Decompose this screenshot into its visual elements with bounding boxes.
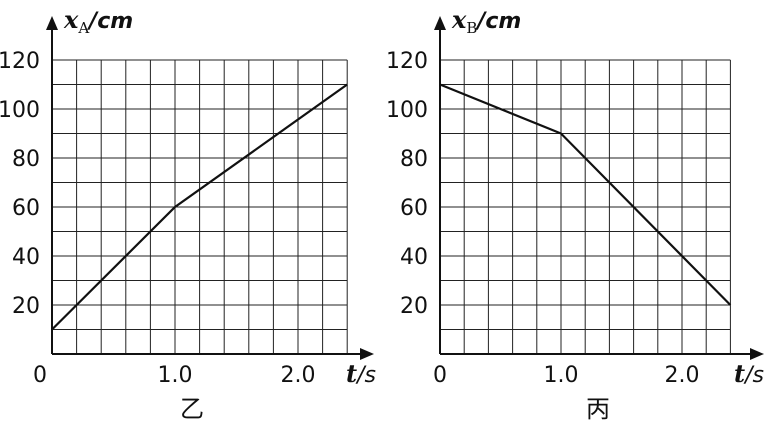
y-tick-label: 100	[386, 98, 428, 123]
axes	[434, 16, 764, 360]
y-tick-label: 20	[12, 294, 40, 319]
x-tick-label: 2.0	[281, 363, 316, 388]
y-tick-label: 80	[12, 147, 40, 172]
y-tick-label: 60	[12, 196, 40, 221]
y-axis-label: xB/cm	[451, 5, 521, 37]
x-tick-labels: 1.0 2.0	[158, 363, 316, 388]
x-axis-label: t/s	[346, 359, 376, 388]
y-axis-label: xA/cm	[63, 5, 133, 37]
y-tick-labels: 20 40 60 80 100 120	[0, 49, 40, 319]
y-tick-label: 120	[0, 49, 40, 74]
x-axis-arrow	[360, 348, 374, 360]
series-line	[439, 83, 732, 306]
y-tick-label: 120	[386, 49, 428, 74]
origin-label: 0	[33, 363, 47, 388]
y-axis-arrow	[46, 16, 58, 30]
series-line	[51, 83, 348, 331]
y-tick-label: 60	[400, 196, 428, 221]
y-tick-label: 40	[400, 245, 428, 270]
x-axis-arrow	[750, 348, 764, 360]
y-tick-label: 100	[0, 98, 40, 123]
y-tick-label: 40	[12, 245, 40, 270]
y-tick-label: 20	[400, 294, 428, 319]
x-tick-labels: 1.0 2.0	[544, 363, 700, 388]
axes	[46, 16, 374, 360]
chart-xb: xB/cm t/s 0 1.0 2.0 20 40 60 80 100 120 丙	[386, 5, 764, 423]
chart-caption: 乙	[180, 395, 204, 423]
x-tick-label: 1.0	[158, 363, 193, 388]
x-axis-label: t/s	[734, 359, 764, 388]
origin-label: 0	[433, 363, 447, 388]
grid	[440, 59, 731, 354]
x-tick-label: 2.0	[665, 363, 700, 388]
y-tick-label: 80	[400, 147, 428, 172]
y-tick-labels: 20 40 60 80 100 120	[386, 49, 428, 319]
y-axis-arrow	[434, 16, 446, 30]
chart-caption: 丙	[586, 395, 610, 423]
chart-xa: xA/cm t/s 0 1.0 2.0 20 40 60 80 100 120 乙	[0, 5, 376, 423]
x-tick-label: 1.0	[544, 363, 579, 388]
grid	[52, 59, 348, 354]
